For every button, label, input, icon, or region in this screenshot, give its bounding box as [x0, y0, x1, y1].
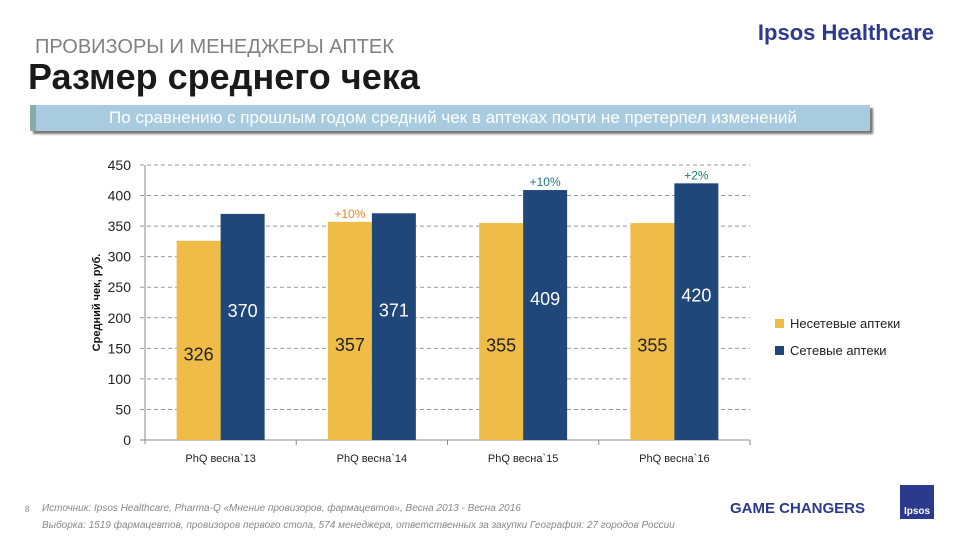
y-tick-label: 200: [108, 310, 132, 326]
x-tick-label: PhQ весна`15: [488, 453, 559, 465]
bar: [176, 240, 221, 440]
x-tick-label: PhQ весна`13: [185, 453, 256, 465]
legend-swatch: [775, 319, 784, 328]
summary-banner: По сравнению с прошлым годом средний чек…: [30, 105, 870, 131]
data-label: 355: [637, 336, 667, 356]
ipsos-logo: Ipsos: [900, 485, 934, 519]
y-tick-label: 350: [108, 218, 132, 234]
bar: [674, 183, 719, 441]
data-label: 326: [184, 344, 214, 364]
brand-name: Ipsos Healthcare: [757, 20, 934, 45]
bar-chart: 0 50 100 150 200 250 300 350 400 450 Средний чек, …: [91, 157, 900, 465]
source-text: Источник: Ipsos Healthcare, Pharma-Q «Мн…: [42, 503, 521, 514]
tagline: GAME CHANGERS: [730, 500, 866, 517]
bar: [479, 223, 524, 440]
supertitle: ПРОВИЗОРЫ И МЕНЕДЖЕРЫ АПТЕК: [35, 36, 394, 58]
data-label: 357: [335, 335, 365, 355]
x-tick-label: PhQ весна`16: [639, 453, 710, 465]
x-tick-label: PhQ весна`14: [337, 453, 408, 465]
y-axis-label: Средний чек, руб.: [91, 254, 103, 352]
data-label: 355: [486, 336, 516, 356]
y-tick-label: 400: [108, 188, 132, 204]
y-tick-label: 0: [123, 432, 131, 448]
data-label: 409: [530, 289, 560, 309]
y-tick-label: 150: [108, 340, 132, 356]
change-annotation: +10%: [530, 175, 561, 189]
sample-text: Выборка: 1519 фармацевтов, провизоров пе…: [42, 520, 675, 531]
bar: [523, 190, 568, 440]
bar: [371, 213, 416, 440]
y-tick-label: 300: [108, 249, 132, 265]
y-tick-label: 250: [108, 279, 132, 295]
page-title: Размер среднего чека: [28, 56, 420, 97]
data-label: 370: [228, 301, 258, 321]
data-label: 371: [379, 301, 409, 321]
y-tick-label: 50: [115, 401, 131, 417]
change-annotation: +10%: [334, 207, 365, 221]
y-tick-label: 100: [108, 371, 132, 387]
bar: [220, 213, 265, 440]
y-tick-label: 450: [108, 157, 132, 173]
change-annotation: +2%: [684, 168, 709, 182]
bar: [327, 221, 372, 440]
legend-label: Сетевые аптеки: [790, 343, 887, 358]
source-note: Источник: Ipsos Healthcare, Pharma-Q «Мн…: [42, 500, 675, 534]
bar: [630, 223, 675, 440]
legend-label: Несетевые аптеки: [790, 316, 900, 331]
data-label: 420: [681, 286, 711, 306]
legend-swatch: [775, 346, 784, 355]
page-number: 8: [25, 505, 30, 514]
